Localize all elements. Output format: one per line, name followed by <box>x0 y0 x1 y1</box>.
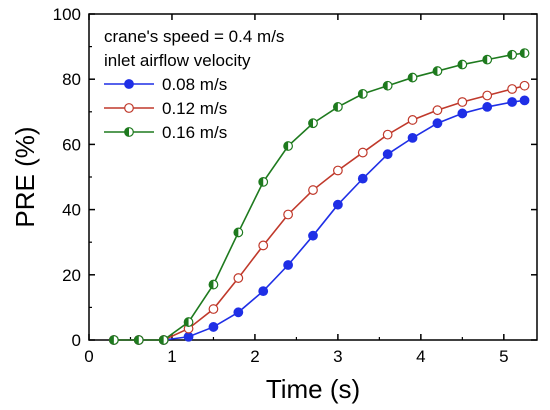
y-tick-label: 40 <box>62 201 81 220</box>
y-tick-label: 80 <box>62 70 81 89</box>
data-point <box>233 227 244 238</box>
data-point <box>382 149 393 160</box>
data-point <box>283 260 294 270</box>
legend-label: 0.08 m/s <box>162 75 227 94</box>
data-point <box>432 66 443 76</box>
data-point <box>258 286 269 297</box>
axis-ticks <box>88 13 537 341</box>
x-tick-label: 5 <box>499 347 508 366</box>
data-point <box>482 102 493 112</box>
data-point <box>357 88 368 99</box>
data-point <box>258 176 269 187</box>
data-point <box>233 273 244 283</box>
data-point <box>507 49 518 60</box>
data-point <box>357 173 368 184</box>
data-point <box>457 59 468 70</box>
data-point <box>457 97 468 107</box>
series-0-12-m-s <box>108 80 530 345</box>
legend-header-line: crane's speed = 0.4 m/s <box>104 27 284 46</box>
x-tick-label: 3 <box>333 347 342 366</box>
data-point <box>108 335 119 345</box>
data-point <box>432 105 443 116</box>
data-point <box>407 132 418 143</box>
series-0-16-m-s <box>108 48 530 345</box>
legend-marker <box>124 127 134 137</box>
tick-labels: 0 1 2 3 4 5 0 20 40 60 80 100 <box>53 5 509 366</box>
y-tick-label: 60 <box>62 135 81 154</box>
legend-label: 0.12 m/s <box>162 99 227 118</box>
data-point <box>332 102 343 112</box>
data-point <box>457 108 468 119</box>
data-point <box>183 331 194 342</box>
data-point <box>183 317 194 327</box>
data-point <box>519 48 530 59</box>
data-point <box>507 97 518 107</box>
data-point <box>208 304 219 314</box>
data-point <box>482 90 493 101</box>
legend-item: 0.08 m/s <box>104 75 227 94</box>
data-point <box>208 279 219 290</box>
data-point <box>158 335 169 345</box>
data-point <box>308 118 318 129</box>
data-point <box>233 307 244 318</box>
series-layer <box>108 48 530 345</box>
data-point <box>519 80 530 91</box>
data-point <box>208 322 219 332</box>
data-point <box>432 118 443 129</box>
legend: crane's speed = 0.4 m/s inlet airflow vel… <box>104 27 284 142</box>
data-point <box>507 84 518 94</box>
y-tick-label: 0 <box>72 331 81 350</box>
x-axis-title: Time (s) <box>266 374 360 404</box>
data-point <box>519 95 530 106</box>
legend-item: 0.16 m/s <box>104 123 227 142</box>
x-tick-label: 0 <box>84 347 93 366</box>
x-tick-label: 1 <box>167 347 176 366</box>
data-point <box>332 199 343 210</box>
data-point <box>407 115 418 125</box>
data-point <box>308 185 318 195</box>
data-point <box>382 80 393 91</box>
data-point <box>283 141 294 151</box>
data-point <box>308 230 318 241</box>
y-tick-label: 100 <box>53 5 81 24</box>
data-point <box>357 147 368 158</box>
legend-header-line: inlet airflow velocity <box>104 51 251 70</box>
x-tick-label: 2 <box>250 347 259 366</box>
legend-label: 0.16 m/s <box>162 123 227 142</box>
data-point <box>482 54 493 65</box>
data-point <box>133 335 144 345</box>
x-tick-label: 4 <box>416 347 425 366</box>
data-point <box>283 209 294 220</box>
data-point <box>258 240 269 251</box>
legend-marker <box>124 79 134 89</box>
data-point <box>407 72 418 83</box>
y-tick-label: 20 <box>62 266 81 285</box>
data-point <box>332 165 343 176</box>
legend-item: 0.12 m/s <box>104 99 227 118</box>
series-line <box>113 52 525 341</box>
legend-marker <box>124 103 134 113</box>
data-point <box>382 129 393 140</box>
y-axis-title: PRE (%) <box>10 126 40 227</box>
